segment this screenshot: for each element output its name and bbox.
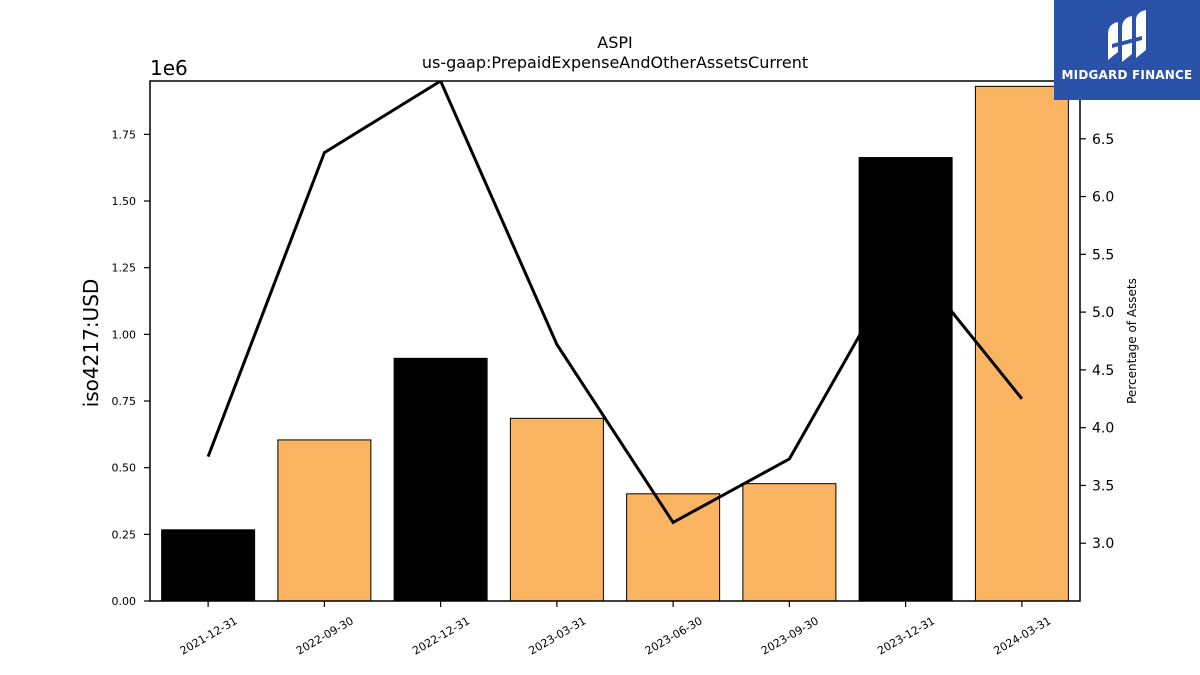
bar-2023-06-30 <box>626 493 721 602</box>
y-tick-label: 1.00 <box>112 328 137 341</box>
y-tick-label: 0.25 <box>112 528 137 541</box>
y2-tick-label: 6.0 <box>1092 190 1114 206</box>
midgard-finance-logo: MIDGARD FINANCE <box>1054 0 1200 100</box>
y2-tick-label: 5.5 <box>1092 247 1114 263</box>
chart-subtitle: us-gaap:PrepaidExpenseAndOtherAssetsCurr… <box>422 53 808 72</box>
y2-tick-label: 6.5 <box>1092 132 1114 148</box>
bar-2023-12-31 <box>858 157 953 602</box>
logo-text: MIDGARD FINANCE <box>1061 68 1193 82</box>
y2-tick-label: 4.5 <box>1092 363 1114 379</box>
x-tick-label: 2023-12-31 <box>875 614 937 657</box>
y-tick-label: 1.50 <box>112 195 137 208</box>
x-tick-label: 2023-09-30 <box>759 614 821 657</box>
bar-2022-12-31 <box>393 357 488 602</box>
x-tick-label: 2022-12-31 <box>410 614 472 657</box>
x-tick-label: 2021-12-31 <box>178 614 240 657</box>
y2-tick-label: 5.0 <box>1092 305 1114 321</box>
bar-2022-09-30 <box>277 439 372 602</box>
y-tick-label: 0.50 <box>112 462 137 475</box>
y-tick-label: 1.75 <box>112 128 137 141</box>
bar-2023-03-31 <box>509 417 604 602</box>
chart-title: ASPI <box>597 33 632 52</box>
y2-tick-label: 3.5 <box>1092 478 1114 494</box>
y-tick-label: 0.75 <box>112 395 137 408</box>
x-tick-label: 2023-06-30 <box>643 614 705 657</box>
bar-2024-03-31 <box>974 85 1069 602</box>
percentage-line <box>206 81 1024 525</box>
bar-2023-09-30 <box>742 483 837 602</box>
y-axis-label: iso4217:USD <box>79 279 103 408</box>
logo-mark-icon <box>1108 10 1146 62</box>
x-tick-label: 2022-09-30 <box>294 614 356 657</box>
x-tick-label: 2024-03-31 <box>992 614 1054 657</box>
y2-tick-label: 4.0 <box>1092 421 1114 437</box>
y-offset-label: 1e6 <box>150 56 188 80</box>
y2-axis-label: Percentage of Assets <box>1125 278 1139 404</box>
y-tick-label: 1.25 <box>112 262 137 275</box>
y2-tick-label: 3.0 <box>1092 536 1114 552</box>
x-tick-label: 2023-03-31 <box>527 614 589 657</box>
y-tick-label: 0.00 <box>112 595 137 608</box>
plot-frame <box>149 80 1081 602</box>
bar-2021-12-31 <box>161 529 256 602</box>
